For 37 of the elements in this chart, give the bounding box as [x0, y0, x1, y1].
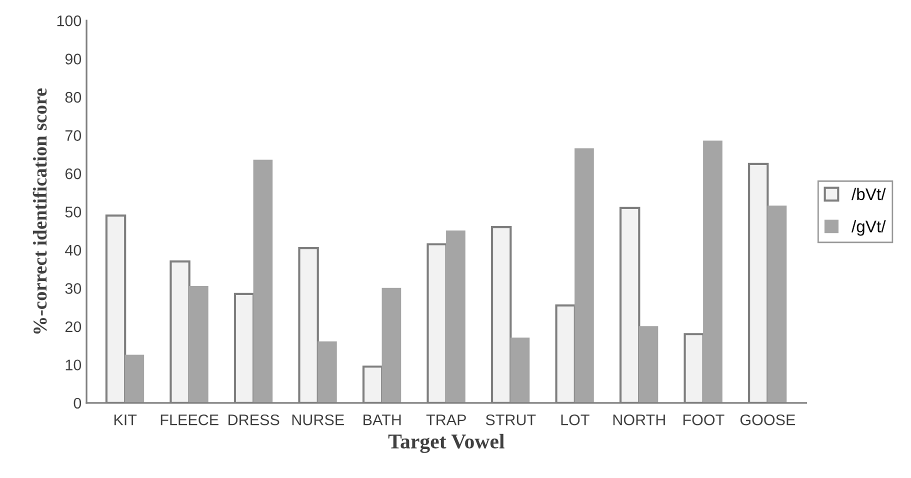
- x-tick-label: BATH: [364, 414, 401, 426]
- x-tick-label: DRESS: [228, 414, 280, 426]
- x-tick-label: FLEECE: [160, 414, 218, 426]
- x-tick-label: TRAP: [426, 414, 466, 426]
- bar: [124, 354, 144, 403]
- bar: [510, 338, 530, 403]
- y-tick-label: 60: [65, 168, 82, 180]
- bar: [189, 286, 208, 403]
- y-axis-title: %-correct identification score: [32, 88, 47, 334]
- x-tick-label: NURSE: [292, 414, 344, 426]
- y-tick-label: 0: [74, 398, 82, 409]
- y-tick-label: 70: [65, 130, 82, 141]
- bar: [638, 326, 658, 403]
- y-tick-label: 30: [65, 283, 82, 294]
- bar: [446, 230, 466, 403]
- x-tick-label: NORTH: [613, 414, 665, 426]
- y-tick-label: 20: [65, 321, 82, 332]
- bar: [318, 341, 337, 403]
- x-axis-title: Target Vowel: [388, 434, 504, 453]
- y-tick-label: 80: [65, 92, 82, 103]
- y-tick-label: 50: [65, 206, 82, 218]
- legend-label: /bVt/: [852, 188, 886, 200]
- bar: [382, 288, 402, 403]
- bar: [767, 206, 787, 403]
- x-tick-label: KIT: [114, 414, 137, 426]
- y-tick-label: 100: [57, 15, 82, 26]
- x-tick-label: LOT: [561, 414, 590, 426]
- legend-label: /gVt/: [852, 220, 886, 236]
- y-tick-label: 90: [65, 54, 82, 64]
- y-tick-label: 10: [66, 360, 82, 370]
- bar: [703, 140, 722, 403]
- bar: [253, 160, 273, 403]
- x-tick-label: STRUT: [486, 414, 536, 426]
- x-tick-label: FOOT: [683, 414, 724, 426]
- x-tick-label: GOOSE: [740, 414, 796, 426]
- y-tick-label: 40: [65, 244, 82, 256]
- bar: [574, 148, 594, 403]
